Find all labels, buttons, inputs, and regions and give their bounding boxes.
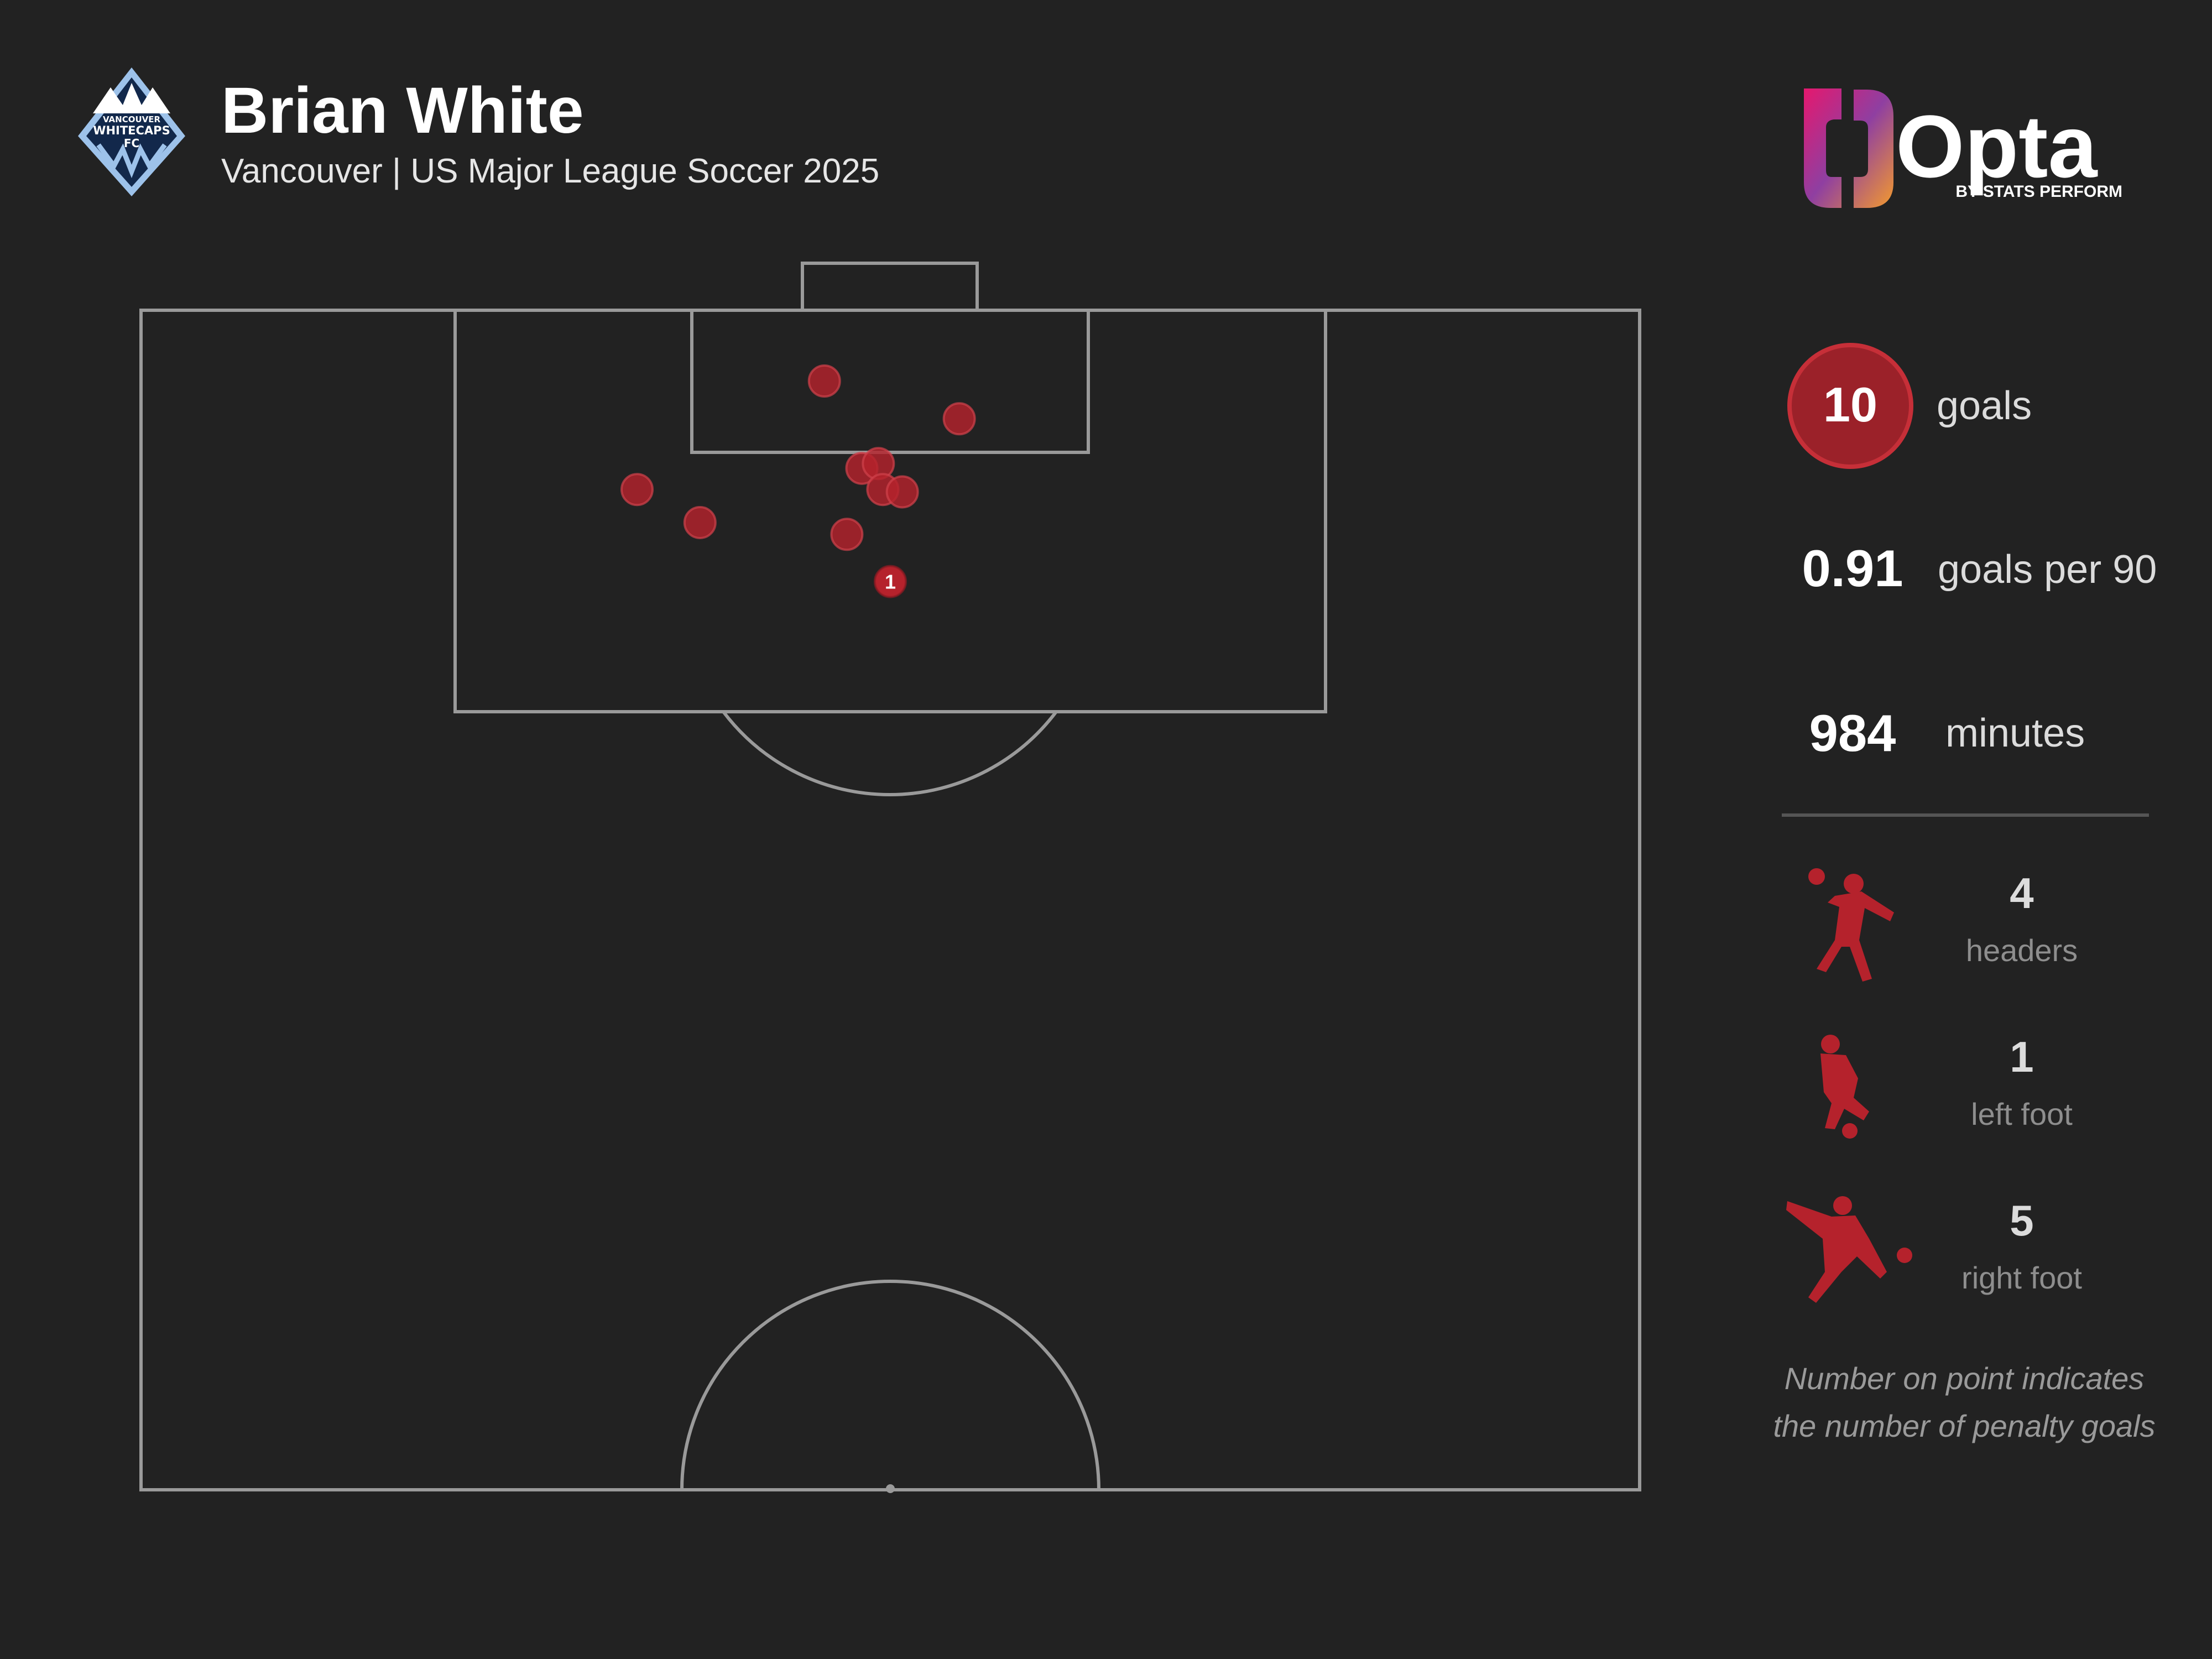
opta-logo-icon — [1804, 88, 1893, 208]
player-name: Brian White — [221, 74, 584, 147]
goal-markers: 1 — [620, 364, 976, 598]
goal — [801, 262, 979, 312]
goals-per-90-value: 0.91 — [1802, 539, 1903, 597]
penalty-goal-marker — [874, 565, 907, 598]
centre-circle — [680, 1280, 1100, 1490]
right-foot-player-icon — [1786, 1196, 1912, 1303]
goal-marker — [885, 475, 919, 509]
footnote-line-1: Number on point indicates — [1785, 1361, 2145, 1396]
left-foot-value: 1 — [2010, 1032, 2033, 1081]
goals-badge — [1787, 343, 1913, 469]
goal-marker — [830, 518, 864, 551]
right-foot-label: right foot — [1961, 1260, 2082, 1295]
subtitle: Vancouver | US Major League Soccer 2025 — [221, 152, 879, 190]
penalty-count-label: 1 — [885, 571, 896, 593]
goal-marker — [620, 473, 654, 507]
left-foot-player-icon — [1820, 1035, 1869, 1139]
goals-value: 10 — [1823, 377, 1877, 432]
goals-label: goals — [1937, 384, 2032, 428]
goal-marker — [942, 402, 976, 436]
badge-text-1: VANCOUVER — [103, 114, 161, 124]
goal-marker — [683, 505, 717, 539]
header-player-icon — [1808, 868, 1894, 982]
headers-value: 4 — [2010, 869, 2033, 917]
badge-text-2: WHITECAPS — [93, 124, 170, 137]
centre-spot — [886, 1484, 895, 1493]
penalty-arc — [722, 711, 1058, 797]
headers-label: headers — [1966, 933, 2078, 968]
left-foot-label: left foot — [1971, 1097, 2073, 1131]
badge-text-3: FC — [124, 137, 139, 150]
opta-logo-text: Opta — [1896, 97, 2098, 196]
footnote-line-2: the number of penalty goals — [1773, 1408, 2155, 1443]
goal-marker — [807, 364, 841, 398]
opta-logo-subtext: BY STATS PERFORM — [1955, 182, 2122, 201]
minutes-label: minutes — [1945, 711, 2085, 755]
right-foot-value: 5 — [2010, 1196, 2033, 1245]
club-badge-icon: VANCOUVER WHITECAPS FC — [78, 67, 185, 196]
minutes-value: 984 — [1809, 704, 1896, 762]
penalty-area — [453, 309, 1327, 713]
six-yard-box — [690, 309, 1090, 454]
opta-logo: Opta BY STATS PERFORM — [1804, 88, 2122, 208]
pitch — [139, 262, 1641, 1491]
goals-per-90-label: goals per 90 — [1938, 547, 2157, 592]
